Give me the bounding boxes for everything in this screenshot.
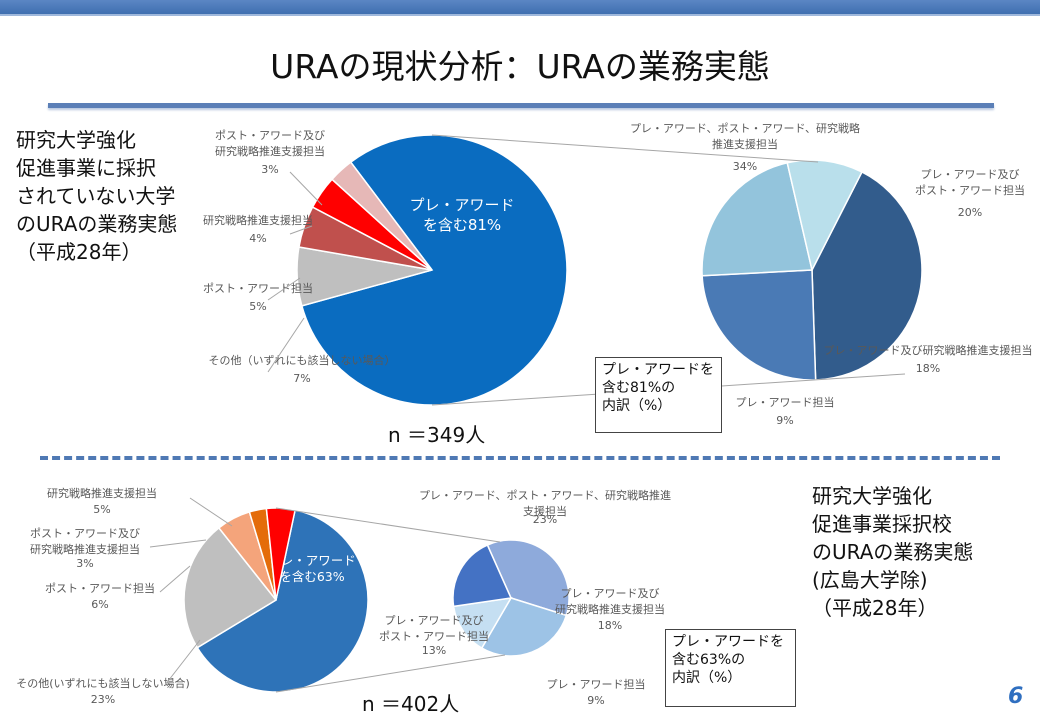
bottom_breakdown-pct-1: 18% — [598, 619, 622, 632]
bottom_main-slice-1 — [183, 526, 278, 649]
top_main-pct-1: 7% — [293, 372, 310, 385]
bottom-description: 研究大学強化 促進事業採択校 のURAの業務実態 (広島大学除) （平成28年） — [812, 484, 974, 620]
top_breakdown-slice-0 — [811, 170, 923, 381]
top_breakdown-slice-3 — [786, 159, 863, 273]
leader-line-1 — [289, 225, 313, 235]
top_breakdown-slice-2 — [701, 161, 813, 277]
bottom_main-label-4: 研究戦略推進支援担当 — [47, 486, 157, 500]
top_breakdown-label-1: プレ・アワード及びポスト・アワード担当 — [915, 168, 1025, 197]
top-banner — [0, 0, 1040, 14]
bottom_main-label-0: プレ・アワードを含む63% — [268, 553, 356, 584]
top_breakdown-pct-2: 18% — [916, 362, 940, 375]
top_breakdown-label-3: プレ・アワード担当 — [736, 395, 835, 409]
leader-line-5 — [149, 539, 207, 548]
bottom_main-label-1: その他(いずれにも該当しない場合) — [16, 676, 190, 690]
top_breakdown-pct-1: 20% — [958, 206, 982, 219]
bottom_breakdown-pct-2: 9% — [587, 694, 604, 707]
top_main-slice-4 — [330, 161, 433, 271]
bottom_main-pct-1: 23% — [91, 693, 115, 706]
leader-line-0 — [289, 171, 323, 206]
top_main-label-4: ポスト・アワード及び研究戦略推進支援担当 — [215, 129, 325, 158]
page-title: URAの現状分析：URAの業務実態 — [270, 47, 770, 86]
leader-line-4 — [189, 497, 233, 527]
bottom-sample-size: n ＝402人 — [362, 692, 460, 716]
top_main-label-3: 研究戦略推進支援担当 — [203, 213, 313, 227]
top-sample-size: n ＝349人 — [388, 423, 486, 447]
leader-line-2 — [267, 277, 301, 301]
connector-line-2 — [275, 507, 501, 543]
top_main-label-0: プレ・アワードを含む81% — [409, 196, 514, 234]
top-banner-accent — [0, 14, 1040, 16]
section-divider — [40, 456, 1000, 460]
bottom_breakdown-pct-0: 23% — [533, 513, 557, 526]
bottom_breakdown-slice-0 — [486, 539, 570, 617]
top_main-label-1: その他（いずれにも該当しない場合） — [209, 353, 396, 367]
top_main-label-2: ポスト・アワード担当 — [203, 281, 313, 295]
connector-line-0 — [431, 134, 819, 163]
top_breakdown-pct-0: 34% — [733, 160, 757, 173]
bottom_breakdown-label-2: プレ・アワード担当 — [547, 677, 646, 691]
top_main-pct-3: 4% — [249, 232, 266, 245]
bottom_breakdown-slice-2 — [452, 597, 513, 650]
top_breakdown-label-2: プレ・アワード及び研究戦略推進支援担当 — [824, 343, 1033, 357]
title-underline — [48, 103, 994, 108]
bottom_breakdown-pct-3: 13% — [422, 644, 446, 657]
top_breakdown-pct-3: 9% — [776, 414, 793, 427]
top_main-pct-4: 3% — [261, 163, 278, 176]
bottom_main-slice-4 — [265, 507, 297, 601]
bottom_breakdown-label-3: プレ・アワード及びポスト・アワード担当 — [379, 614, 489, 643]
leader-line-7 — [164, 639, 201, 686]
bottom_main-label-2: ポスト・アワード担当 — [45, 581, 155, 595]
bottom_breakdown-label-1: プレ・アワード及び研究戦略推進支援担当 — [555, 587, 665, 616]
page-number: 6 — [1008, 684, 1024, 709]
leader-line-3 — [267, 317, 305, 373]
leader-line-6 — [159, 565, 191, 593]
bottom_main-pct-2: 6% — [91, 598, 108, 611]
bottom-breakdown-caption: プレ・アワードを 含む63%の 内訳（%） — [665, 629, 796, 707]
connector-line-3 — [275, 654, 506, 693]
bottom_main-label-3: ポスト・アワード及び研究戦略推進支援担当 — [30, 527, 140, 556]
bottom_main-slice-0 — [196, 509, 369, 693]
bottom_main-pct-4: 5% — [93, 503, 110, 516]
bottom_main-pct-3: 3% — [76, 557, 93, 570]
top_breakdown-label-0: プレ・アワード、ポスト・アワード、研究戦略推進支援担当 — [630, 121, 860, 151]
top_main-pct-2: 5% — [249, 300, 266, 313]
bottom_breakdown-label-0: プレ・アワード、ポスト・アワード、研究戦略推進支援担当 — [419, 488, 671, 518]
bottom_breakdown-slice-3 — [452, 544, 513, 608]
top-breakdown-caption: プレ・アワードを 含む81%の 内訳（%） — [595, 357, 722, 433]
top-description: 研究大学強化 促進事業に採択 されていない大学 のURAの業務実態 （平成28年… — [16, 128, 178, 264]
top_breakdown-slice-1 — [701, 269, 817, 381]
